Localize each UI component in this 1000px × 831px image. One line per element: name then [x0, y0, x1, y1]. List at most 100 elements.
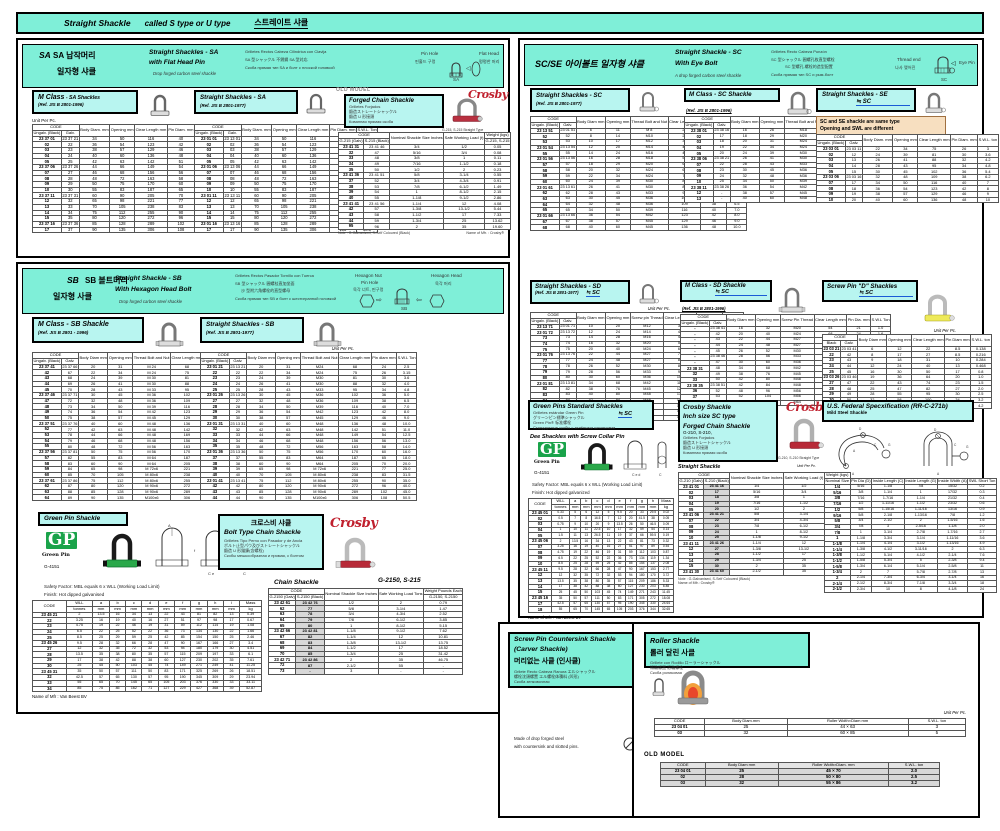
- crosby-bolt-title-en: Bolt Type Chain Shackle: [224, 529, 301, 536]
- table-row: 22 3.25 16 19 40 16 27 51 97 98 17 0.67: [32, 617, 262, 624]
- table-cell: M 42: [132, 409, 172, 416]
- table-cell: 306: [170, 494, 204, 502]
- table-cell: 0.8: [970, 368, 992, 375]
- table-cell: 23 38 35: [680, 382, 710, 390]
- table-cell: 30: [725, 359, 756, 367]
- table-cell: M45: [300, 414, 340, 422]
- table-cell: 102: [370, 488, 398, 496]
- table-cell: -: [680, 348, 710, 355]
- chain-shackle-table-title: Chain Shackle: [274, 579, 319, 586]
- table-cell: 55 × 86: [777, 779, 890, 787]
- table-cell: 65: [602, 606, 615, 613]
- sb-hex-nut-label-ko: 육각 너트, 핀구멍: [353, 287, 384, 292]
- table-cell: 60: [370, 448, 398, 456]
- sd-mclass-title: M Class - SD Shackle: [685, 283, 746, 289]
- table-row: 2-1/2 2-3/4 10 8 4-1/8 24: [824, 586, 997, 593]
- th-swl: S.W.L Ton: [396, 352, 418, 365]
- table-cell: 80: [245, 483, 277, 490]
- table-cell: 39: [275, 374, 302, 382]
- screw-pin-d-title: Screw Pin "D" Shackles: [827, 283, 898, 290]
- th-swl: S.W.L Ton: [870, 314, 892, 327]
- table-cell: 18: [703, 494, 731, 502]
- crosby-bolt-title-ko: 크로스비 샤클: [250, 520, 292, 527]
- table-row: 25 25 28 43 M33 95 34 4.8: [200, 386, 418, 393]
- sb-mclass-shackle-icon: [155, 322, 184, 347]
- crosby-bolt-es: Grilletes Tipo Perno con Pasador y de An…: [224, 538, 303, 543]
- crosby-bolt-shackle-photo-icon: [335, 537, 376, 568]
- table-cell: 43: [886, 379, 913, 387]
- table-cell: 70: [77, 471, 109, 479]
- table-cell: M16: [629, 334, 665, 342]
- table-cell: 20: [575, 346, 606, 353]
- table-cell: 20.0: [396, 460, 418, 467]
- table-cell: 66: [275, 431, 302, 439]
- table-cell: M 48: [132, 420, 172, 428]
- sa-mclass-title: M Class: [38, 94, 65, 101]
- green-pin-title: Green Pin Shackle: [44, 515, 101, 522]
- table-cell: -: [680, 342, 710, 350]
- table-cell: 20: [844, 196, 863, 204]
- green-pins-std-finish: Finish: Hot dipped galvanized: [532, 490, 590, 495]
- table-cell: M45: [629, 386, 665, 393]
- se-title-box: Straight Shackles - SE ≒ SC: [816, 88, 916, 112]
- roller-old-model-label: OLD MODEL: [644, 752, 685, 758]
- crosby-bolt-title-box: 크로스비 샤클 Bolt Type Chain Shackle Grillete…: [218, 514, 324, 570]
- table-cell: 20: [77, 363, 109, 371]
- se-note-line1: SC and SE shackle are same type: [820, 119, 900, 125]
- table-cell: M 36: [132, 392, 172, 399]
- table-cell: M 56: [132, 448, 172, 456]
- green-pins-std-tbody: 23 45 01 0.33 5 6 12 5 9.5 20 33 29.5 0.02 02 0.5 7 8 1…: [527, 509, 674, 613]
- th-clear-length: Clear Length mm: [338, 352, 372, 365]
- table-cell: 48: [107, 397, 134, 405]
- table-cell: M 80x6: [132, 471, 172, 479]
- sa-mclass-ref: (Ref. JIS B 2801-1996): [38, 102, 84, 107]
- sb-header-ru: Скоба прямая тип SB и болт с шестигранно…: [235, 296, 337, 301]
- table-row: 05 1.5 11 13 26.5 11 19 37 66 59.5 0.19: [527, 532, 674, 539]
- table-cell: 75: [275, 448, 302, 456]
- table-cell: 10: [816, 196, 846, 204]
- th-black-code: S-2150 (Black): [295, 593, 325, 601]
- table-cell: 48: [754, 342, 781, 350]
- table-row: 25 45 16 30 50 17 0.8: [822, 368, 992, 375]
- us-federal-subtitle: Mild Steel Shackle: [827, 410, 868, 415]
- table-row: 23 01 26 23 13 26 30 45 M36 102 36 5.0: [200, 392, 418, 399]
- table-cell: 41: [107, 380, 134, 388]
- table-cell: 38: [575, 386, 606, 393]
- table-cell: M30: [779, 348, 815, 355]
- th-black-code: S-215 (Black): [363, 137, 391, 145]
- table-cell: 75: [530, 346, 560, 353]
- roller-title-box: Roller Shackle 롤러 달린 사클 Grillete con Rod…: [644, 632, 810, 675]
- table-cell: 1/4: [824, 483, 851, 491]
- forged-chain-jp: 鍛造ストレートシャックル: [349, 109, 397, 114]
- table-cell: 23 01 72: [530, 329, 560, 336]
- table-cell: 90: [77, 494, 109, 502]
- roller-shackle-small-icon: [652, 678, 665, 696]
- sb-pin-hole-label-en: Pin Hole: [361, 280, 379, 285]
- table-cell: 96: [363, 223, 391, 230]
- table-cell: 23 38 31: [680, 365, 710, 373]
- table-row: 23 01 31 23 13 31 40 60 M48 136 48 10.0: [200, 420, 418, 428]
- table-row: 37 37 55 83 M64 187 65 18.0: [200, 454, 418, 462]
- table-cell: -: [680, 359, 710, 367]
- sb-header-en-1: Straight Shackle - SB: [115, 275, 182, 282]
- table-cell: 75: [77, 477, 109, 484]
- table-cell: 73: [530, 334, 560, 342]
- table-cell: 120: [107, 483, 134, 490]
- table-row: 40 40 70 105 M 80x6 238 83 31.5: [200, 471, 418, 479]
- countersink-title-box: Screw Pin Countersink Shackle (Carver Sh…: [508, 632, 644, 688]
- table-cell: 44: [754, 336, 781, 344]
- th-swl: Safe Working Load Tons: [377, 588, 425, 601]
- table-cell: 82: [530, 386, 560, 393]
- table-cell: 33: [680, 376, 710, 384]
- table-cell: 55: [551, 606, 571, 613]
- th-swl: SWL Short Ton: [967, 478, 997, 485]
- table-cell: 50: [245, 448, 277, 456]
- crosby-inch-caption: G-210, S-210 Straight Type: [778, 456, 820, 460]
- se-table: CODE Body Diam. mm Opening mm Clear Leng…: [816, 134, 999, 204]
- green-pin-safety: Safety Factor: MBL equals 6 x WLL (Worki…: [44, 584, 160, 589]
- table-cell: 55: [77, 454, 109, 462]
- banner-title-en: Straight Shackle: [64, 18, 131, 28]
- crosby-bolt-cn: 鍛造 U 形錨鍊(含螺栓): [224, 548, 264, 553]
- table-cell: 42: [370, 409, 398, 416]
